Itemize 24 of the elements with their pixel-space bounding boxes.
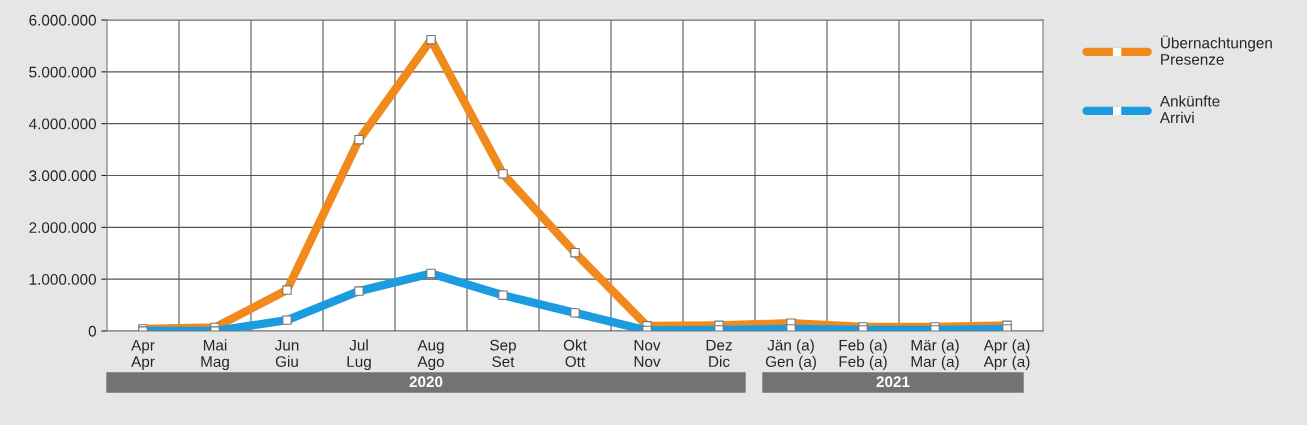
x-tick-label: Dez Dic (706, 339, 732, 368)
x-tick-label: Feb (a) Feb (a) (839, 339, 887, 371)
x-tick-label: Apr Apr (131, 339, 155, 371)
text: 2020 (409, 376, 443, 388)
x-tick-label: Jän (a) Gen (a) (765, 339, 816, 371)
y-tick-label: 1.000.000 (29, 274, 96, 285)
y-tick-label: 0 (88, 325, 96, 337)
x-tick-label: Aug Ago (417, 339, 444, 371)
y-tick-label: 3.000.000 (29, 170, 96, 182)
x-tick-label: Okt Ott (563, 339, 587, 368)
x-tick-label: Mär (a) Mar (a) (911, 339, 959, 371)
x-tick-label: Jun Giu (274, 339, 299, 368)
x-tick-label: Mai Mag (201, 339, 229, 371)
y-tick-label: 6.000.000 (29, 14, 96, 26)
y-tick-label: 2.000.000 (29, 222, 96, 234)
y-tick-label: 5.000.000 (29, 66, 96, 78)
x-tick-label: Sep Set (490, 339, 516, 368)
y-tick-label: 4.000.000 (28, 118, 96, 130)
x-tick-label: Nov Nov (634, 339, 661, 368)
text: 2021 (876, 376, 910, 388)
legend-label: Übernachtungen Presenze (1161, 35, 1272, 65)
x-tick-label: Jul Lug (347, 339, 371, 371)
x-tick-label: Apr (a) Apr (a) (983, 339, 1030, 371)
legend-label: Ankünfte Arrivi (1159, 95, 1220, 123)
